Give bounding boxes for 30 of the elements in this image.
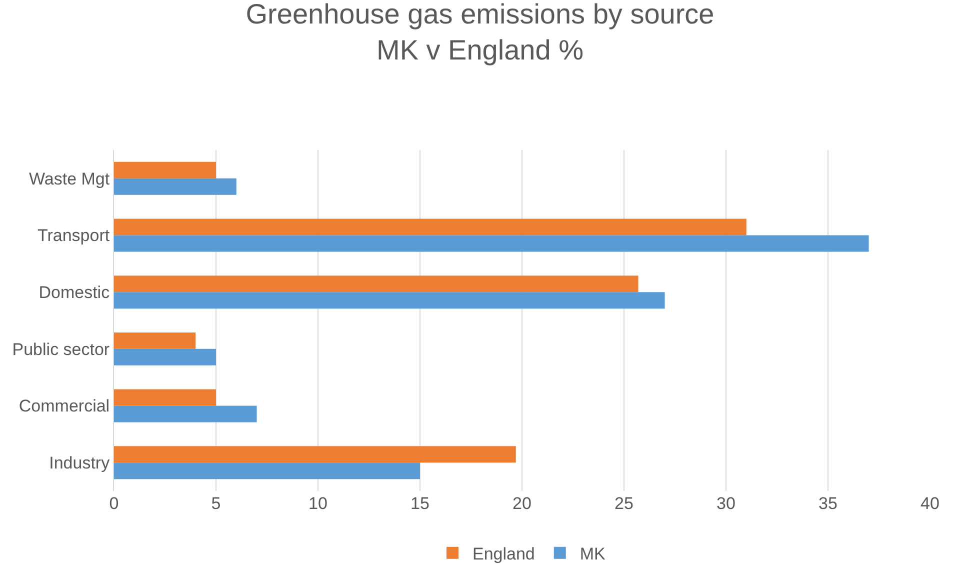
bar <box>114 178 236 195</box>
x-tick-label: 30 <box>716 494 736 513</box>
bar <box>114 348 216 366</box>
bar <box>114 462 420 480</box>
bar <box>114 162 216 178</box>
y-tick-label: Public sector <box>12 340 110 359</box>
bar <box>114 446 516 463</box>
y-tick-label: Domestic <box>38 283 110 302</box>
y-tick-label: Waste Mgt <box>28 169 110 188</box>
legend-label: England <box>472 544 535 564</box>
y-tick-label: Commercial <box>18 396 110 416</box>
legend-label: MK <box>580 544 606 564</box>
bar <box>114 332 196 349</box>
x-tick-label: 35 <box>818 494 838 513</box>
bar <box>114 276 638 292</box>
x-tick-label: 25 <box>614 494 634 513</box>
y-tick-label: Industry <box>49 454 110 473</box>
x-tick-label: 10 <box>308 494 328 513</box>
x-tick-label: 5 <box>211 494 221 513</box>
bar <box>114 235 869 252</box>
bar <box>114 389 216 406</box>
x-tick-label: 20 <box>512 494 532 513</box>
x-tick-label: 40 <box>920 494 940 513</box>
y-tick-label: Transport <box>37 226 110 246</box>
bar <box>114 218 746 236</box>
chart-title: Greenhouse gas emissions by source MK v England % <box>246 0 714 66</box>
x-tick-label: 0 <box>109 494 119 513</box>
bar <box>114 292 665 309</box>
x-tick-label: 15 <box>410 494 430 513</box>
bar <box>114 406 257 422</box>
